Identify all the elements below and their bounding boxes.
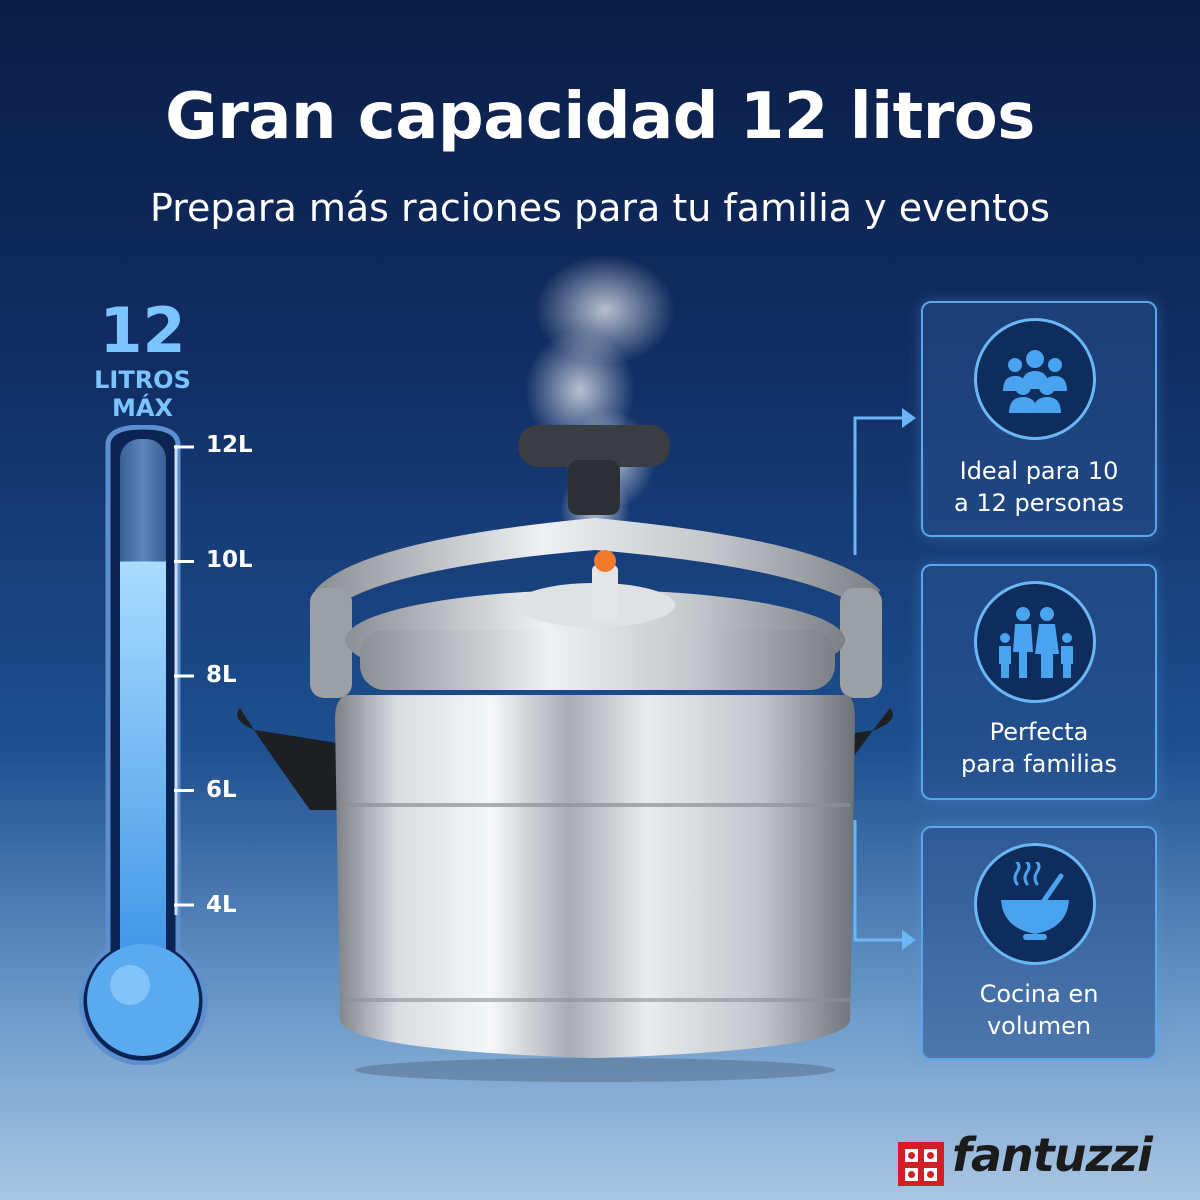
thermometer-fill (120, 561, 166, 965)
feature-label-people: Ideal para 10 a 12 personas (923, 455, 1155, 519)
capacity-number: 12 (99, 294, 186, 367)
tick-6l: 6L (206, 777, 237, 803)
thermometer-icon (78, 425, 208, 1065)
bowl-icon (974, 843, 1096, 965)
capacity-unit: LITROS MÁX (80, 366, 205, 422)
page-title: Gran capacidad 12 litros (165, 80, 1035, 154)
feature-line: Cocina en (979, 980, 1099, 1008)
feature-card-volume: Cocina en volumen (921, 826, 1157, 1060)
feature-line: Ideal para 10 (959, 457, 1119, 485)
tick-8l: 8L (206, 662, 237, 688)
brand-logo-mark (898, 1142, 944, 1186)
tick-4l: 4L (206, 892, 237, 918)
tick-10l: 10L (206, 547, 253, 573)
feature-line: a 12 personas (954, 489, 1124, 517)
feature-line: volumen (986, 1012, 1092, 1040)
feature-card-people: Ideal para 10 a 12 personas (921, 301, 1157, 537)
feature-card-family: Perfecta para familias (921, 564, 1157, 800)
page-subtitle: Prepara más raciones para tu familia y e… (150, 186, 1050, 230)
feature-line: para familias (961, 750, 1117, 778)
capacity-unit-line1: LITROS (94, 366, 191, 394)
tick-12l: 12L (206, 432, 253, 458)
capacity-unit-line2: MÁX (112, 394, 173, 422)
feature-label-volume: Cocina en volumen (923, 978, 1155, 1042)
feature-label-family: Perfecta para familias (923, 716, 1155, 780)
family-icon (974, 581, 1096, 703)
group-people-icon (974, 318, 1096, 440)
brand-name: fantuzzi (952, 1128, 1153, 1182)
connector-arrows (853, 408, 916, 950)
pressure-cooker-image (237, 255, 893, 1082)
feature-line: Perfecta (989, 718, 1089, 746)
